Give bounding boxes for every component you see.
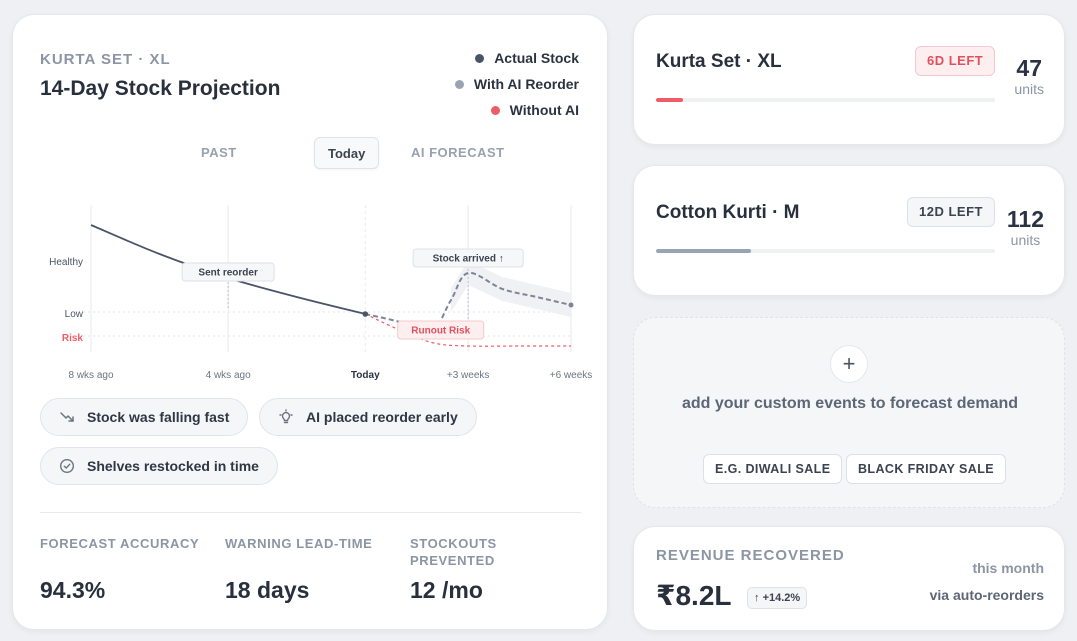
legend-dot bbox=[454, 79, 464, 89]
lightbulb-icon bbox=[278, 409, 294, 425]
x-tick-label: Today bbox=[351, 370, 380, 381]
revenue-value: ₹8.2L bbox=[656, 580, 732, 611]
product-card-cotton-kurti[interactable]: Cotton Kurti · M 12D LEFT 112 units bbox=[633, 165, 1065, 296]
stock-level-bar bbox=[656, 98, 995, 102]
units-number: 47 bbox=[1016, 55, 1042, 81]
delta-value: +14.2% bbox=[762, 592, 801, 604]
units-label: units bbox=[1010, 232, 1041, 248]
days-left-badge: 6D LEFT bbox=[915, 46, 996, 76]
stat-value: 18 days bbox=[225, 577, 310, 603]
annotation-box bbox=[181, 262, 275, 282]
stat-label: WARNING LEAD-TIME bbox=[225, 536, 373, 551]
stat-label: STOCKOUTS PREVENTED bbox=[410, 536, 497, 568]
chip-label: AI placed reorder early bbox=[306, 409, 458, 425]
example-event-chip[interactable]: E.G. DIWALI SALE bbox=[703, 454, 843, 484]
forecast-confidence-band bbox=[451, 261, 571, 317]
page-title: 14-Day Stock Projection bbox=[40, 77, 281, 100]
x-tick-label: +3 weeks bbox=[447, 370, 490, 381]
stat-value: 12 /mo bbox=[410, 577, 483, 603]
insight-chip-restocked[interactable]: Shelves restocked in time bbox=[40, 447, 278, 485]
x-tick-label: 4 wks ago bbox=[206, 370, 251, 381]
add-events-prompt: add your custom events to forecast deman… bbox=[681, 395, 1019, 412]
revenue-meta: this month via auto-reorders bbox=[930, 555, 1044, 609]
revenue-source: via auto-reorders bbox=[929, 587, 1044, 603]
y-level-label: Low bbox=[65, 309, 84, 320]
units-count: 112 units bbox=[1007, 206, 1044, 248]
insight-chip-falling[interactable]: Stock was falling fast bbox=[40, 398, 249, 436]
series-line-without-ai bbox=[365, 313, 571, 347]
units-number: 112 bbox=[1006, 206, 1044, 232]
revenue-label: REVENUE RECOVERED bbox=[656, 547, 845, 564]
stat-warning-lead-time: WARNING LEAD-TIME 18 days bbox=[225, 535, 385, 603]
trend-down-icon bbox=[59, 409, 75, 425]
stock-level-bar bbox=[656, 249, 995, 253]
product-eyebrow: KURTA SET · XL bbox=[40, 51, 171, 68]
today-point bbox=[362, 311, 369, 317]
stat-stockouts-prevented: STOCKOUTS PREVENTED 12 /mo bbox=[410, 535, 520, 603]
phase-past-label[interactable]: PAST bbox=[201, 145, 237, 160]
annotation-label: Stock arrived ↑ bbox=[433, 254, 504, 265]
timeline-phase-row: PAST Today AI FORECAST bbox=[13, 137, 607, 169]
legend-label: Without AI bbox=[509, 102, 579, 118]
stat-label: FORECAST ACCURACY bbox=[40, 536, 200, 551]
arrow-up-icon: ↑ bbox=[754, 592, 760, 604]
stock-projection-chart: Healthy Low Risk 8 wks ago 4 wks ago Today +3 … bbox=[49, 205, 593, 381]
legend-item-without-ai: Without AI bbox=[455, 97, 579, 123]
add-event-button[interactable]: + bbox=[830, 345, 868, 383]
annotation-box bbox=[412, 248, 524, 268]
forecast-end-point bbox=[568, 302, 574, 308]
legend-item-ai-reorder: With AI Reorder bbox=[454, 71, 579, 97]
check-circle-icon bbox=[59, 458, 75, 474]
insight-chip-reorder[interactable]: AI placed reorder early bbox=[259, 398, 477, 436]
x-tick-label: +6 weeks bbox=[550, 370, 593, 381]
y-level-label: Risk bbox=[62, 333, 84, 344]
revenue-recovered-card: REVENUE RECOVERED ₹8.2L ↑ +14.2% this mo… bbox=[633, 526, 1065, 631]
revenue-delta-badge: ↑ +14.2% bbox=[747, 587, 808, 609]
stock-level-fill bbox=[656, 98, 684, 102]
legend-label: Actual Stock bbox=[494, 50, 579, 66]
custom-events-dropzone[interactable]: + add your custom events to forecast dem… bbox=[633, 317, 1065, 508]
product-name: Kurta Set · XL bbox=[656, 51, 782, 72]
annotation-box bbox=[397, 320, 485, 340]
series-line-with-ai-reorder bbox=[365, 271, 572, 335]
phase-today-button[interactable]: Today bbox=[314, 137, 380, 169]
phase-forecast-label[interactable]: AI FORECAST bbox=[411, 145, 505, 160]
chip-label: Shelves restocked in time bbox=[87, 458, 259, 474]
example-event-chip[interactable]: BLACK FRIDAY SALE bbox=[846, 454, 1006, 484]
legend-dot bbox=[475, 53, 485, 63]
stock-projection-card: KURTA SET · XL 14-Day Stock Projection A… bbox=[12, 14, 608, 630]
units-label: units bbox=[1014, 81, 1044, 97]
stat-forecast-accuracy: FORECAST ACCURACY 94.3% bbox=[40, 535, 210, 603]
stat-value: 94.3% bbox=[40, 577, 106, 603]
revenue-period: this month bbox=[972, 560, 1044, 576]
stats-divider bbox=[40, 512, 581, 513]
units-count: 47 units bbox=[1014, 55, 1044, 97]
product-card-kurta-set[interactable]: Kurta Set · XL 6D LEFT 47 units bbox=[633, 14, 1065, 145]
stock-level-fill bbox=[656, 249, 751, 253]
legend-label: With AI Reorder bbox=[473, 76, 579, 92]
y-level-label: Healthy bbox=[49, 257, 83, 268]
annotation-label: Sent reorder bbox=[198, 268, 258, 279]
days-left-badge: 12D LEFT bbox=[907, 197, 995, 227]
product-name: Cotton Kurti · M bbox=[656, 202, 800, 223]
legend-dot bbox=[490, 105, 500, 115]
legend-item-actual: Actual Stock bbox=[455, 45, 579, 71]
chart-legend: Actual Stock With AI Reorder Without AI bbox=[454, 45, 579, 123]
x-tick-label: 8 wks ago bbox=[68, 370, 113, 381]
annotation-label: Runout Risk bbox=[411, 326, 470, 337]
chip-label: Stock was falling fast bbox=[87, 409, 230, 425]
